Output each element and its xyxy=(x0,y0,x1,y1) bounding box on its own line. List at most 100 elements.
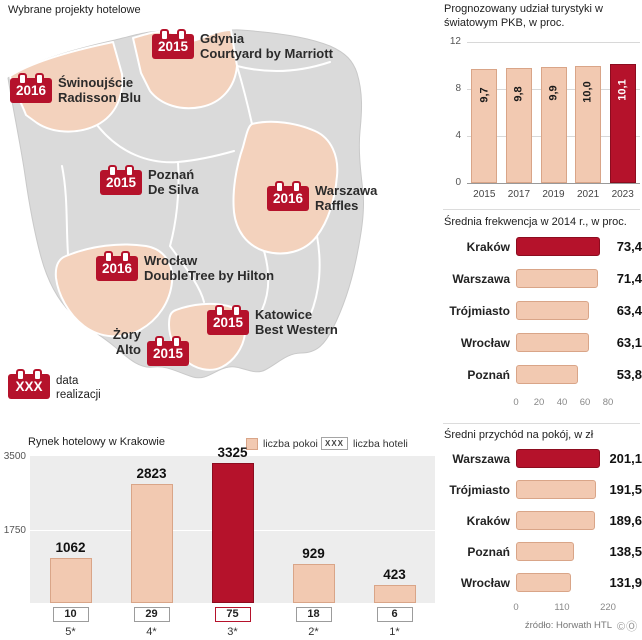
project-hotel: Courtyard by Marriott xyxy=(200,46,333,61)
bar-value: 423 xyxy=(383,567,406,583)
project-label: Żory Alto xyxy=(93,327,141,357)
x-axis-label: 2023 xyxy=(611,189,634,200)
bar xyxy=(516,573,572,592)
bar-value: 63,4 xyxy=(616,303,642,318)
x-axis-label: 2017 xyxy=(507,189,531,200)
bar xyxy=(373,585,416,603)
bar-value: 71,4 xyxy=(616,271,642,286)
x-axis-label: 0 xyxy=(513,602,519,613)
map-title: Wybrane projekty hotelowe xyxy=(8,4,141,16)
row-label: Poznań xyxy=(467,545,510,559)
category-label: 5* xyxy=(65,626,76,638)
project-label: Poznań De Silva xyxy=(148,167,199,197)
grid-line xyxy=(467,183,640,184)
x-axis-label: 2015 xyxy=(473,189,496,200)
project-year: 2015 xyxy=(157,39,189,54)
project-city: Wrocław xyxy=(144,253,198,268)
bar xyxy=(516,333,589,352)
y-axis-label: 12 xyxy=(449,36,461,47)
legend-label: data realizacji xyxy=(56,375,101,401)
calendar-icon: 2015 xyxy=(147,336,189,366)
hotel-count-box: 18 xyxy=(295,607,332,622)
row-label: Poznań xyxy=(467,368,510,382)
project-city: Gdynia xyxy=(200,31,245,46)
bar-value: 131,9 xyxy=(609,575,642,590)
voivodeship-borders xyxy=(61,61,331,317)
bar-value-text: 9,7 xyxy=(478,87,491,103)
project-label: Świnoujście Radisson Blu xyxy=(58,75,141,105)
map-marker-zory: Żory Alto 2015 xyxy=(93,327,189,366)
calendar-icon: 2016 xyxy=(267,181,309,211)
y-axis-label: 8 xyxy=(455,83,461,94)
source-credit: źródło: Horwath HTL xyxy=(524,620,612,631)
krakow-chart: 1750 3500 1062 10 5* 2823 29 4* 3325 75 3* 929 18 2* 4… xyxy=(0,445,438,639)
bar: 10,1 xyxy=(609,64,636,183)
x-axis-label: 110 xyxy=(554,602,570,613)
x-axis-label: 60 xyxy=(579,397,591,408)
project-hotel: DoubleTree by Hilton xyxy=(144,268,275,283)
bar xyxy=(516,301,589,320)
row-label: Warszawa xyxy=(452,272,510,286)
calendar-icon: 2015 xyxy=(100,165,142,195)
hotel-count-box: 75 xyxy=(214,607,251,622)
row-label: Kraków xyxy=(466,240,510,254)
bar-value: 73,4 xyxy=(616,239,642,254)
project-city: Warszawa xyxy=(315,183,378,198)
hotels-legend-label: liczba hoteli xyxy=(353,438,408,450)
bar-value-text: 10,0 xyxy=(582,80,595,103)
bar-value: 53,8 xyxy=(616,367,642,382)
row-label: Trójmiasto xyxy=(449,483,510,497)
bar: 9,8 xyxy=(505,67,532,183)
y-axis-label: 1750 xyxy=(3,524,26,536)
calendar-icon: 2015 xyxy=(207,305,249,335)
bar-value: 63,1 xyxy=(616,335,642,350)
project-label: Katowice Best Western xyxy=(255,307,338,337)
map-marker-gdynia: 2015 Gdynia Courtyard by Marriott xyxy=(152,29,333,61)
x-axis-label: 20 xyxy=(533,397,545,408)
revenue-chart: Warszawa 201,1 Trójmiasto 191,5 Kraków 189,6 P… xyxy=(442,449,642,613)
bar-value: 9,9 xyxy=(542,70,566,116)
gdp-chart-title: Prognozowany udział turystyki w światowy… xyxy=(444,3,603,29)
occupancy-chart: Kraków 73,4 Warszawa 71,4 Trójmiasto 63,4 Wroc… xyxy=(442,237,642,417)
project-label: Warszawa Raffles xyxy=(315,183,377,213)
calendar-icon: 2016 xyxy=(10,73,52,103)
bar xyxy=(292,563,335,603)
rooms-legend-label: liczba pokoi xyxy=(263,438,318,450)
krakow-chart-title: Rynek hotelowy w Krakowie xyxy=(28,436,165,448)
project-city: Poznań xyxy=(148,167,195,182)
bar-value: 189,6 xyxy=(609,513,642,528)
bar xyxy=(130,484,173,603)
bar-value-text: 9,9 xyxy=(547,85,560,101)
bar xyxy=(516,365,578,384)
highlighted-regions xyxy=(9,29,339,371)
x-axis-label: 2019 xyxy=(542,189,565,200)
bar-value: 10,1 xyxy=(611,67,635,113)
hotel-count-box: 6 xyxy=(376,607,413,622)
revenue-chart-title: Średni przychód na pokój, w zł xyxy=(444,429,594,441)
rooms-legend-swatch xyxy=(246,438,258,450)
occupancy-chart-title: Średnia frekwencja w 2014 r., w proc. xyxy=(444,216,627,228)
bar-value: 191,5 xyxy=(609,482,642,497)
x-axis-label: 220 xyxy=(600,602,616,613)
bar-value-text: 10,1 xyxy=(616,79,629,102)
bar-value: 9,7 xyxy=(472,72,496,118)
bar: 9,7 xyxy=(471,69,498,183)
bar xyxy=(516,542,574,561)
bar-value: 9,8 xyxy=(507,71,531,117)
project-year: 2016 xyxy=(15,83,47,98)
project-hotel: Radisson Blu xyxy=(58,90,142,105)
x-axis-label: 2021 xyxy=(576,189,600,200)
bar xyxy=(516,480,597,499)
row-label: Wrocław xyxy=(460,336,510,350)
project-year: 2016 xyxy=(101,261,133,276)
project-year: 2015 xyxy=(152,346,184,361)
y-axis-label: 0 xyxy=(455,177,461,188)
bar-value: 138,5 xyxy=(609,544,642,559)
bar xyxy=(211,463,254,603)
bar-value: 3325 xyxy=(217,445,248,461)
category-label: 1* xyxy=(389,626,400,638)
map-marker-poznan: 2015 Poznań De Silva xyxy=(100,165,199,197)
hotel-count-box: 29 xyxy=(133,607,170,622)
bar xyxy=(516,237,601,256)
